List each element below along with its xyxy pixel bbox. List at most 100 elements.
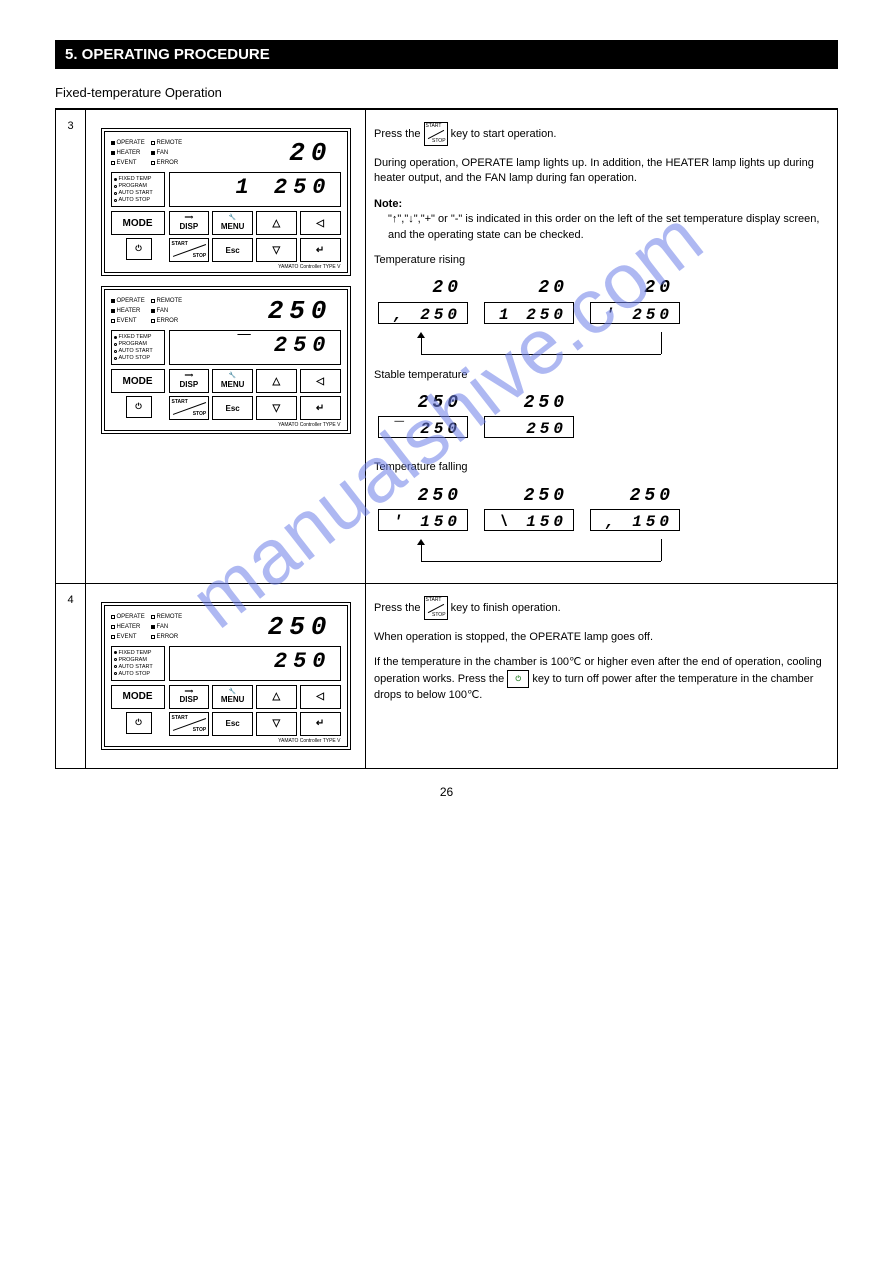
enter-button[interactable]: ↵ xyxy=(300,396,341,420)
led-fan xyxy=(151,625,155,629)
startstop-key-icon: START STOP xyxy=(424,596,448,620)
step-number: 3 xyxy=(56,110,86,584)
status-led-block: OPERATE REMOTE HEATER FAN EVENT ERROR xyxy=(111,296,189,326)
disp-button[interactable]: ⟹DISP xyxy=(169,685,210,709)
startstop-button[interactable]: STARTSTOP xyxy=(169,712,210,736)
triangle-up-icon: △ xyxy=(273,376,281,387)
stable-sequence: 250‾ 250 250 250 xyxy=(374,389,829,440)
led-operate xyxy=(111,299,115,303)
cycle-arrow xyxy=(374,332,829,362)
power-button[interactable]: ⏻ xyxy=(126,396,152,418)
status-led-block: OPERATE REMOTE HEATER FAN EVENT ERROR xyxy=(111,138,189,168)
triangle-up-icon: △ xyxy=(273,218,281,229)
mode-button[interactable]: MODE xyxy=(111,369,165,393)
led-event xyxy=(111,635,115,639)
controller-panel-3a: OPERATE REMOTE HEATER FAN EVENT ERROR xyxy=(101,128,351,276)
power-icon: ⏻ xyxy=(135,718,141,728)
sv-display: 250 xyxy=(169,646,341,681)
enter-icon: ↵ xyxy=(316,403,324,414)
esc-button[interactable]: Esc xyxy=(212,712,253,736)
step4-description: Press the START STOP key to finish opera… xyxy=(366,583,838,768)
section-title: Fixed-temperature Operation xyxy=(55,81,838,109)
led-error xyxy=(151,635,155,639)
triangle-left-icon: ◁ xyxy=(316,218,324,229)
enter-button[interactable]: ↵ xyxy=(300,712,341,736)
enter-icon: ↵ xyxy=(316,245,324,256)
startstop-button[interactable]: STARTSTOP xyxy=(169,396,210,420)
esc-button[interactable]: Esc xyxy=(212,238,253,262)
power-icon: ⏻ xyxy=(135,244,141,254)
triangle-down-icon: ▽ xyxy=(273,245,281,256)
up-button[interactable]: △ xyxy=(256,685,297,709)
startstop-key-icon: START STOP xyxy=(424,122,448,146)
mode-button[interactable]: MODE xyxy=(111,211,165,235)
cycle-arrow xyxy=(374,539,829,569)
procedure-table: 3 OPERATE REMOTE HEATER xyxy=(55,109,838,769)
disp-button[interactable]: ⟹DISP xyxy=(169,211,210,235)
pv-display: 20 xyxy=(195,138,341,168)
led-event xyxy=(111,319,115,323)
left-button[interactable]: ◁ xyxy=(300,685,341,709)
led-fan xyxy=(151,151,155,155)
brand-label: YAMATO Controller TYPE V xyxy=(111,264,341,270)
triangle-down-icon: ▽ xyxy=(273,403,281,414)
led-operate xyxy=(111,615,115,619)
power-button[interactable]: ⏻ xyxy=(126,712,152,734)
led-heater xyxy=(111,151,115,155)
led-remote xyxy=(151,299,155,303)
mode-leds: FIXED TEMP PROGRAM AUTO START AUTO STOP xyxy=(111,172,165,207)
power-key-icon: ⏻ xyxy=(507,670,529,688)
power-icon: ⏻ xyxy=(135,402,141,412)
falling-sequence: 250' 150 250\ 150 250, 150 xyxy=(374,482,829,533)
mode-leds: FIXED TEMP PROGRAM AUTO START AUTO STOP xyxy=(111,646,165,681)
step3-description: Press the START STOP key to start operat… xyxy=(366,110,838,584)
brand-label: YAMATO Controller TYPE V xyxy=(111,422,341,428)
brand-label: YAMATO Controller TYPE V xyxy=(111,738,341,744)
down-button[interactable]: ▽ xyxy=(256,238,297,262)
disp-button[interactable]: ⟹DISP xyxy=(169,369,210,393)
led-heater xyxy=(111,309,115,313)
triangle-left-icon: ◁ xyxy=(316,691,324,702)
rising-sequence: 20, 250 201 250 20' 250 xyxy=(374,274,829,325)
menu-button[interactable]: 🔧MENU xyxy=(212,369,253,393)
led-remote xyxy=(151,615,155,619)
led-heater xyxy=(111,625,115,629)
led-event xyxy=(111,161,115,165)
led-operate xyxy=(111,141,115,145)
status-led-block: OPERATE REMOTE HEATER FAN EVENT ERROR xyxy=(111,612,189,642)
enter-icon: ↵ xyxy=(316,718,324,729)
down-button[interactable]: ▽ xyxy=(256,712,297,736)
left-button[interactable]: ◁ xyxy=(300,211,341,235)
enter-button[interactable]: ↵ xyxy=(300,238,341,262)
startstop-button[interactable]: STARTSTOP xyxy=(169,238,210,262)
mode-button[interactable]: MODE xyxy=(111,685,165,709)
sv-display: ‾ 250 xyxy=(169,330,341,365)
power-button[interactable]: ⏻ xyxy=(126,238,152,260)
sv-display: 1 250 xyxy=(169,172,341,207)
controller-panel-4: OPERATE REMOTE HEATER FAN EVENT ERROR xyxy=(101,602,351,750)
menu-button[interactable]: 🔧MENU xyxy=(212,685,253,709)
esc-button[interactable]: Esc xyxy=(212,396,253,420)
menu-button[interactable]: 🔧MENU xyxy=(212,211,253,235)
page-number: 26 xyxy=(55,785,838,799)
led-fan xyxy=(151,309,155,313)
step-number: 4 xyxy=(56,583,86,768)
triangle-down-icon: ▽ xyxy=(273,718,281,729)
falling-label: Temperature falling xyxy=(374,460,829,475)
triangle-up-icon: △ xyxy=(273,691,281,702)
triangle-left-icon: ◁ xyxy=(316,376,324,387)
down-button[interactable]: ▽ xyxy=(256,396,297,420)
chapter-header: 5. OPERATING PROCEDURE xyxy=(55,40,838,69)
pv-display: 250 xyxy=(195,296,341,326)
mode-leds: FIXED TEMP PROGRAM AUTO START AUTO STOP xyxy=(111,330,165,365)
up-button[interactable]: △ xyxy=(256,369,297,393)
stable-label: Stable temperature xyxy=(374,368,829,383)
pv-display: 250 xyxy=(195,612,341,642)
controller-panel-3b: OPERATE REMOTE HEATER FAN EVENT ERROR xyxy=(101,286,351,434)
led-error xyxy=(151,161,155,165)
led-remote xyxy=(151,141,155,145)
left-button[interactable]: ◁ xyxy=(300,369,341,393)
led-error xyxy=(151,319,155,323)
up-button[interactable]: △ xyxy=(256,211,297,235)
rising-label: Temperature rising xyxy=(374,253,829,268)
